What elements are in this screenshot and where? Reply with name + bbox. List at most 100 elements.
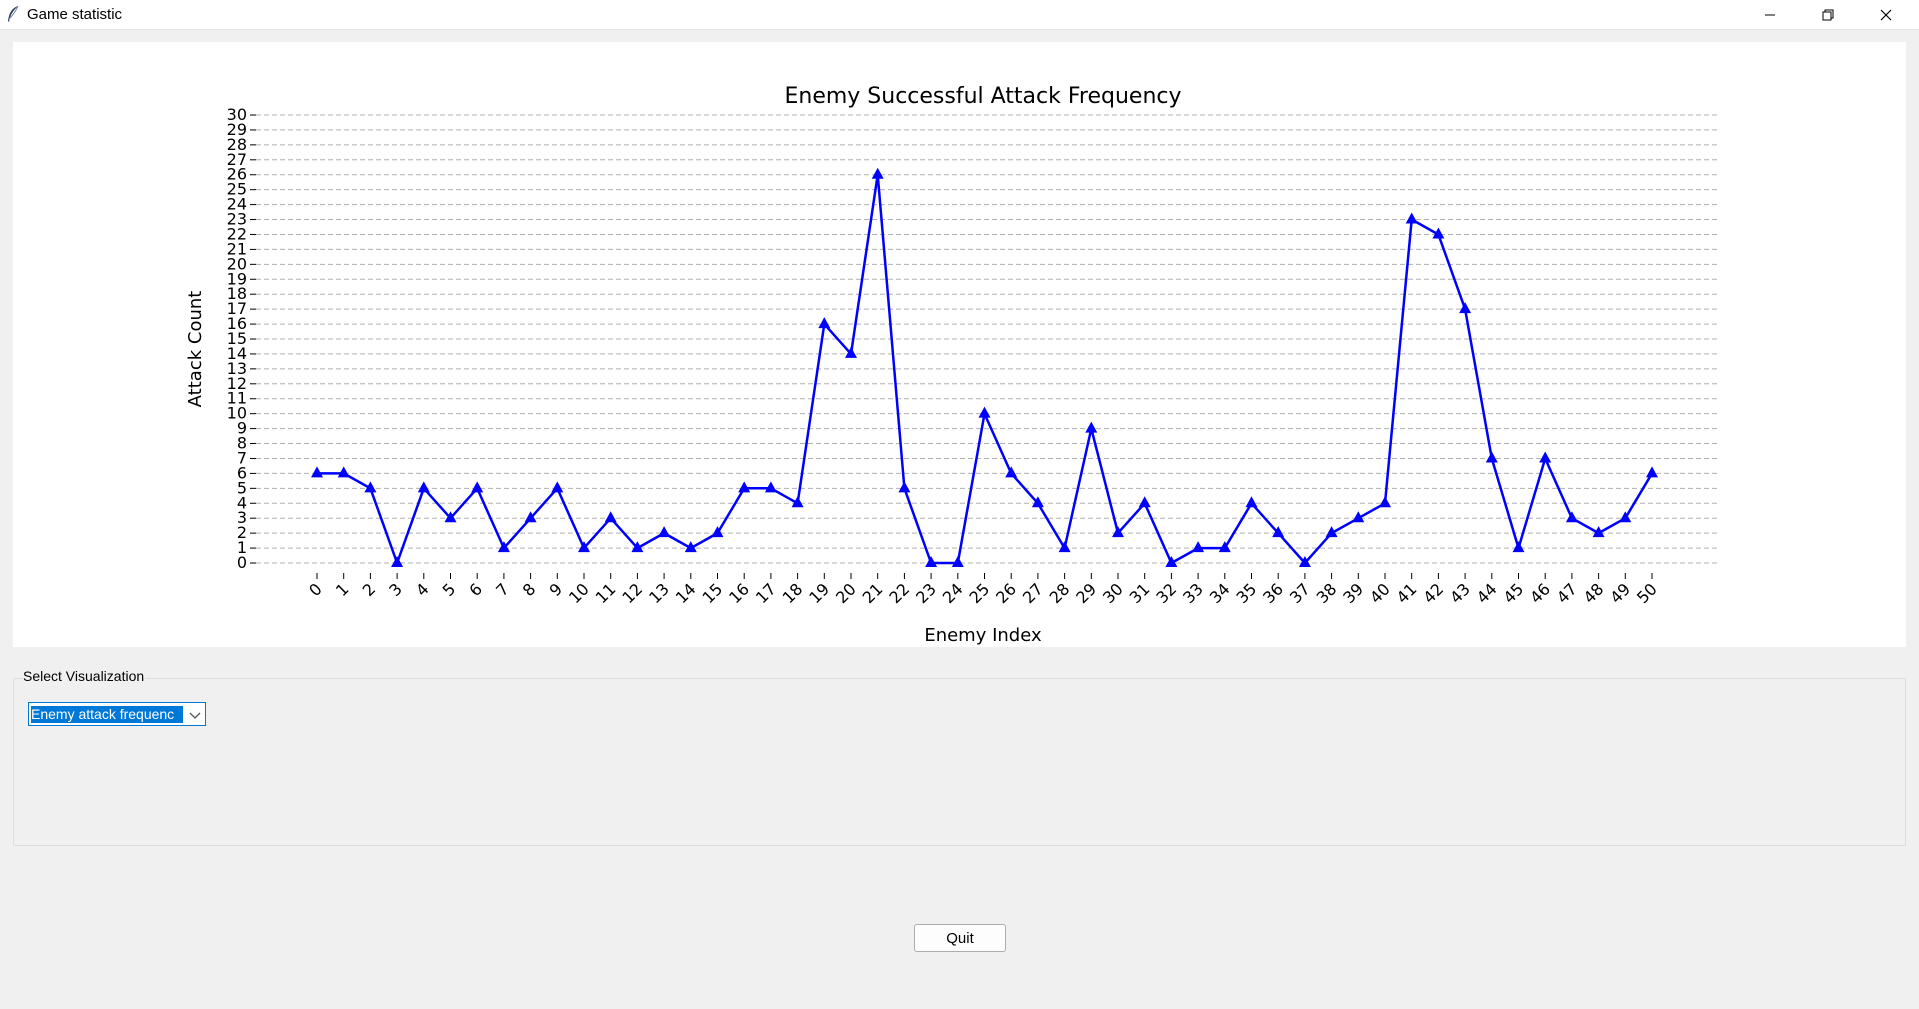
data-point <box>1138 496 1151 508</box>
data-point <box>978 406 991 418</box>
x-tick-label: 37 <box>1286 579 1314 607</box>
x-tick-label: 15 <box>698 579 726 607</box>
x-tick-label: 27 <box>1019 579 1047 607</box>
data-point <box>1192 541 1205 553</box>
data-point <box>1005 466 1018 478</box>
data-point <box>658 526 671 538</box>
data-point <box>417 481 430 493</box>
y-tick-label: 19 <box>227 269 247 288</box>
y-tick-label: 30 <box>227 105 247 124</box>
minimize-button[interactable] <box>1741 0 1799 29</box>
data-point <box>1245 496 1258 508</box>
x-tick-label: 12 <box>618 579 646 607</box>
x-tick-label: 11 <box>592 579 620 607</box>
y-tick-label: 20 <box>227 254 247 273</box>
restore-icon <box>1822 9 1834 20</box>
x-tick-label: 35 <box>1232 579 1260 607</box>
data-point <box>711 526 724 538</box>
chart-title: Enemy Successful Attack Frequency <box>784 84 1181 109</box>
y-tick-label: 26 <box>227 165 247 184</box>
y-tick-label: 7 <box>237 448 247 467</box>
visualization-select[interactable]: Enemy attack frequenc <box>28 702 206 726</box>
x-tick-label: 45 <box>1499 579 1527 607</box>
x-tick-label: 42 <box>1419 579 1447 607</box>
y-tick-label: 15 <box>227 329 247 348</box>
x-tick-label: 31 <box>1126 579 1154 607</box>
x-tick-label: 1 <box>332 579 353 600</box>
minimize-icon <box>1765 14 1775 15</box>
y-axis-label: Attack Count <box>185 291 206 408</box>
data-point <box>925 556 938 567</box>
close-icon <box>1880 9 1892 20</box>
data-point <box>1352 511 1365 523</box>
maximize-button[interactable] <box>1799 0 1857 29</box>
y-tick-label: 4 <box>237 493 247 512</box>
y-tick-label: 9 <box>237 419 247 438</box>
x-tick-label: 21 <box>859 579 887 607</box>
data-point <box>1298 556 1311 567</box>
data-point <box>364 481 377 493</box>
x-tick-label: 18 <box>779 579 807 607</box>
x-tick-label: 36 <box>1259 579 1287 607</box>
y-tick-label: 5 <box>237 478 247 497</box>
x-tick-label: 24 <box>939 579 967 607</box>
data-point <box>1432 227 1445 239</box>
x-tick-label: 46 <box>1526 579 1554 607</box>
x-tick-label: 43 <box>1446 579 1474 607</box>
y-tick-label: 27 <box>227 150 247 169</box>
title-bar: Game statistic <box>0 0 1919 30</box>
data-point <box>1646 466 1658 478</box>
y-tick-label: 13 <box>227 359 247 378</box>
x-tick-label: 39 <box>1339 579 1367 607</box>
data-point <box>1325 526 1338 538</box>
data-point <box>1085 421 1098 433</box>
data-point <box>818 317 831 329</box>
x-tick-label: 9 <box>545 579 566 600</box>
data-point <box>951 556 964 567</box>
feather-icon <box>8 5 19 22</box>
attack-frequency-chart: 0123456789101112131415161718192021222324… <box>185 84 1718 646</box>
x-tick-label: 47 <box>1553 579 1581 607</box>
data-point <box>1379 496 1391 508</box>
data-point <box>684 541 697 553</box>
close-button[interactable] <box>1857 0 1915 29</box>
x-tick-label: 2 <box>359 579 380 600</box>
data-point <box>604 511 617 523</box>
x-tick-label: 38 <box>1313 579 1341 607</box>
x-tick-label: 26 <box>992 579 1020 607</box>
data-point <box>1512 541 1525 553</box>
y-tick-label: 22 <box>227 224 247 243</box>
y-tick-label: 16 <box>227 314 247 333</box>
data-point <box>1485 451 1498 463</box>
y-tick-label: 3 <box>237 508 247 527</box>
data-point <box>391 556 404 567</box>
data-point <box>497 541 510 553</box>
x-tick-label: 14 <box>672 579 700 607</box>
x-tick-label: 44 <box>1473 579 1501 607</box>
x-tick-label: 28 <box>1046 579 1074 607</box>
y-tick-label: 12 <box>227 374 247 393</box>
window-title: Game statistic <box>27 6 123 23</box>
y-tick-label: 11 <box>227 389 247 408</box>
x-tick-label: 20 <box>832 579 860 607</box>
y-tick-label: 10 <box>227 404 247 423</box>
data-point <box>337 466 350 478</box>
data-point <box>551 481 564 493</box>
data-point <box>1218 541 1231 553</box>
chevron-down-icon[interactable] <box>189 709 201 721</box>
y-tick-label: 23 <box>227 210 247 229</box>
x-axis-label: Enemy Index <box>924 625 1042 646</box>
y-tick-label: 29 <box>227 120 247 139</box>
visualization-groupbox <box>13 678 1906 846</box>
quit-button[interactable]: Quit <box>914 924 1006 952</box>
data-point <box>578 541 590 553</box>
select-value: Enemy attack frequenc <box>31 706 183 723</box>
data-point <box>1619 511 1632 523</box>
data-point <box>738 481 751 493</box>
data-point <box>311 466 323 478</box>
y-tick-label: 25 <box>227 180 247 199</box>
y-tick-label: 18 <box>227 284 247 303</box>
data-point <box>1592 526 1605 538</box>
data-point <box>898 481 911 493</box>
y-tick-label: 24 <box>227 195 247 214</box>
